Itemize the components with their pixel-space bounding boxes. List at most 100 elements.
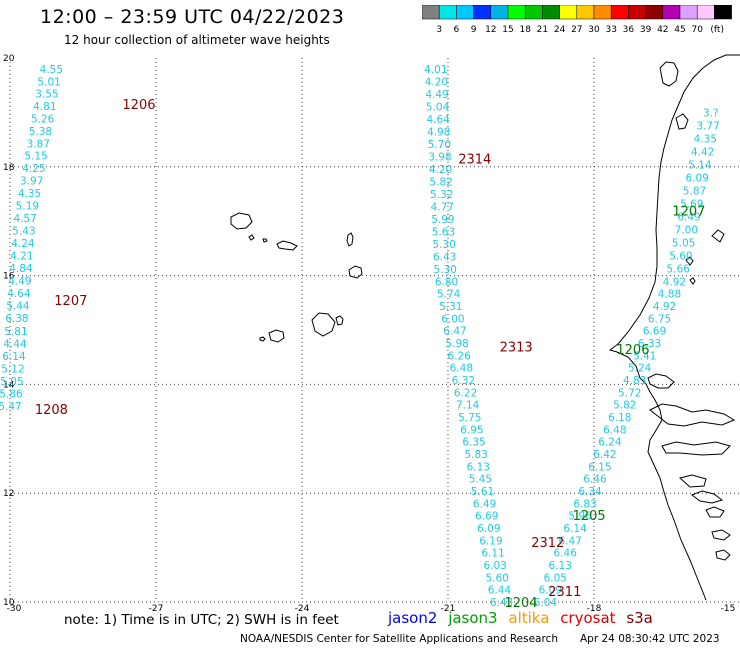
swh-value-label: 4.57: [14, 213, 37, 225]
swh-value-label: 4.83: [623, 375, 646, 387]
credit-line: NOAA/NESDIS Center for Satellite Applica…: [240, 633, 558, 645]
pass-number-label: 2313: [500, 340, 533, 355]
swh-value-label: 4.98: [427, 126, 450, 138]
coast-detail-11: [711, 229, 725, 243]
y-tick-label: 16: [3, 272, 15, 282]
colorbar-label: 6: [454, 25, 460, 35]
swh-value-label: 4.25: [22, 163, 45, 175]
x-tick-label: -30: [7, 604, 22, 614]
swh-value-label: 4.20: [425, 76, 448, 88]
pass-number-label: 2311: [548, 585, 581, 600]
swh-value-label: 4.20: [429, 164, 452, 176]
satellite-tracks: 4.555.013.554.815.265.383.875.154.253.97…: [0, 64, 720, 609]
swh-value-label: 5.30: [434, 264, 457, 276]
colorbar-label: 18: [519, 25, 531, 35]
pass-labels: 1206 1207 1208 2314 2313 1207 1206 1205 2312 2311…: [35, 98, 706, 611]
island-santo-antao: [230, 212, 253, 230]
swh-value-label: 5.86: [0, 389, 23, 401]
coast-detail-3: [647, 373, 675, 389]
swh-value-label: 6.04: [534, 597, 558, 609]
swh-value-label: 6.14: [563, 523, 587, 535]
island-maio: [335, 315, 344, 326]
x-tick-label: -24: [295, 604, 310, 614]
swh-value-label: 5.15: [24, 151, 47, 163]
swh-value-label: 6.47: [558, 535, 581, 547]
swh-value-label: 6.69: [475, 511, 498, 523]
y-tick-label: 20: [3, 54, 15, 64]
map-grid: [9, 58, 740, 603]
swh-value-label: 6.09: [477, 523, 500, 535]
timestamp: Apr 24 08:30:42 UTC 2023: [580, 633, 720, 645]
colorbar-label: 15: [502, 25, 513, 35]
swh-value-label: 5.41: [633, 350, 656, 362]
swh-value-label: 5.01: [37, 76, 60, 88]
swh-value-label: 6.49: [677, 212, 700, 224]
swh-value-label: 6.44: [488, 585, 512, 597]
swh-value-label: 3.98: [428, 151, 451, 163]
swh-value-label: 6.13: [467, 461, 490, 473]
swh-value-label: 5.26: [31, 114, 55, 126]
swh-value-label: 5.99: [431, 214, 454, 226]
swh-value-label: 6.80: [435, 276, 458, 288]
colorbar-label: 24: [554, 25, 566, 35]
swh-value-label: 4.44: [3, 338, 27, 350]
swh-value-label: 6.42: [593, 449, 616, 461]
colorbar-label: 9: [471, 25, 477, 35]
coast-detail-7: [690, 490, 724, 504]
coast-detail-12: [685, 256, 694, 266]
swh-value-label: 5.44: [6, 301, 30, 313]
swh-value-label: 4.64: [7, 288, 31, 300]
swh-value-label: 5.83: [464, 449, 487, 461]
coast-detail-4: [649, 403, 736, 427]
x-tick-label: -15: [721, 604, 736, 614]
swh-value-label: 6.43: [490, 597, 513, 609]
swh-value-label: 6.35: [462, 437, 485, 449]
colorbar-label: 12: [485, 25, 496, 35]
legend-jason2: jason2: [388, 609, 438, 627]
swh-value-label: 5.96: [568, 511, 592, 523]
swh-value-label: 6.34: [578, 486, 602, 498]
swh-value-label: 6.75: [648, 313, 671, 325]
island-boa-vista: [348, 265, 363, 279]
swh-value-label: 5.31: [439, 301, 462, 313]
swh-value-label: 5.05: [672, 238, 695, 250]
swh-value-label: 6.24: [598, 437, 622, 449]
pass-number-label: 2314: [458, 153, 491, 168]
colorbar-label: 42: [657, 25, 668, 35]
swh-value-label: 5.47: [0, 401, 22, 413]
swh-value-label: 6.48: [450, 363, 473, 375]
colorbar-label: 70: [691, 25, 703, 35]
swh-value-label: 6.18: [608, 412, 631, 424]
x-tick-label: -27: [149, 604, 164, 614]
coast-detail-8: [705, 506, 725, 518]
swh-value-label: 4.42: [691, 146, 714, 158]
swh-value-label: 6.11: [481, 548, 504, 560]
colorbar-label: 3: [436, 25, 442, 35]
swh-value-label: 6.46: [554, 548, 578, 560]
page-subtitle: 12 hour collection of altimeter wave hei…: [64, 33, 330, 47]
swh-value-label: 5.14: [688, 159, 712, 171]
pass-number-label: 1206: [122, 98, 155, 113]
swh-value-label: 6.03: [483, 560, 506, 572]
swh-value-label: 5.63: [432, 226, 455, 238]
swh-value-label: 3.87: [27, 138, 50, 150]
swh-value-label: 3.97: [20, 176, 43, 188]
swh-value-label: 6.47: [443, 326, 466, 338]
swh-value-label: 4.21: [10, 250, 33, 262]
colorbar-label: 21: [537, 25, 548, 35]
legend-altika: altika: [508, 609, 550, 627]
swh-value-label: 5.38: [29, 126, 52, 138]
pass-number-label: 1205: [573, 509, 606, 524]
swh-value-label: 5.12: [1, 363, 24, 375]
axis-tick-labels: -30 -27 -24 -21 -18 -15 20 18 16 14 12 10: [3, 54, 735, 614]
island-sal: [346, 232, 354, 247]
colorbar-swatch: [714, 5, 732, 20]
island-santiago: [311, 312, 336, 337]
swh-value-label: 5.69: [680, 199, 703, 211]
satellite-legend: jason2 jason3 altika cryosat s3a: [388, 609, 659, 627]
swh-value-label: 4.77: [431, 201, 454, 213]
y-tick-label: 10: [3, 598, 15, 608]
swh-value-label: 6.83: [573, 498, 596, 510]
swh-value-label: 5.81: [4, 326, 27, 338]
